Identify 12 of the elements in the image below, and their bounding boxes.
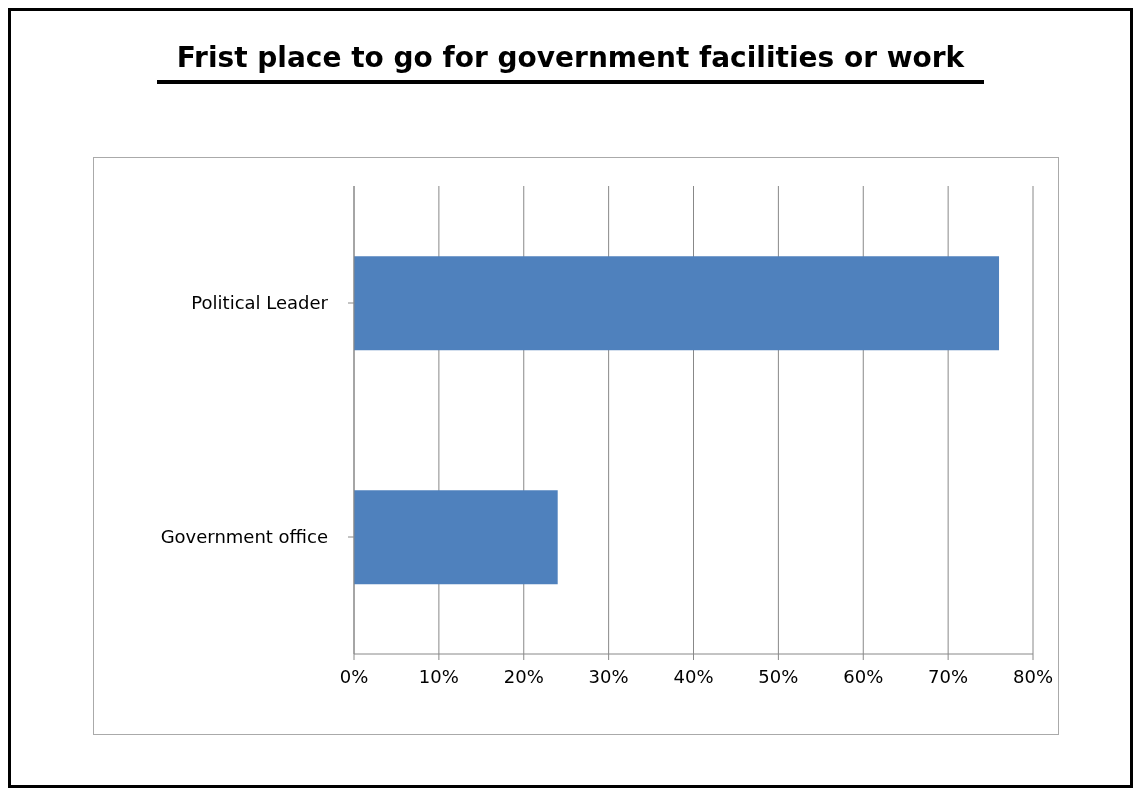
y-tick-label: Government office [160,526,328,548]
x-tick-label: 40% [673,665,714,687]
chart-title: Frist place to go for government facilities or work [156,41,985,84]
x-tick-label: 20% [503,665,544,687]
x-tick-label: 70% [928,665,969,687]
x-tick-label: 10% [418,665,459,687]
x-tick-label: 30% [588,665,629,687]
x-tick-label: 60% [843,665,884,687]
x-tick-label: 50% [758,665,799,687]
x-tick-label: 80% [1012,665,1054,687]
y-tick-label: Political Leader [191,292,329,314]
x-tick-label: 0% [339,665,369,687]
